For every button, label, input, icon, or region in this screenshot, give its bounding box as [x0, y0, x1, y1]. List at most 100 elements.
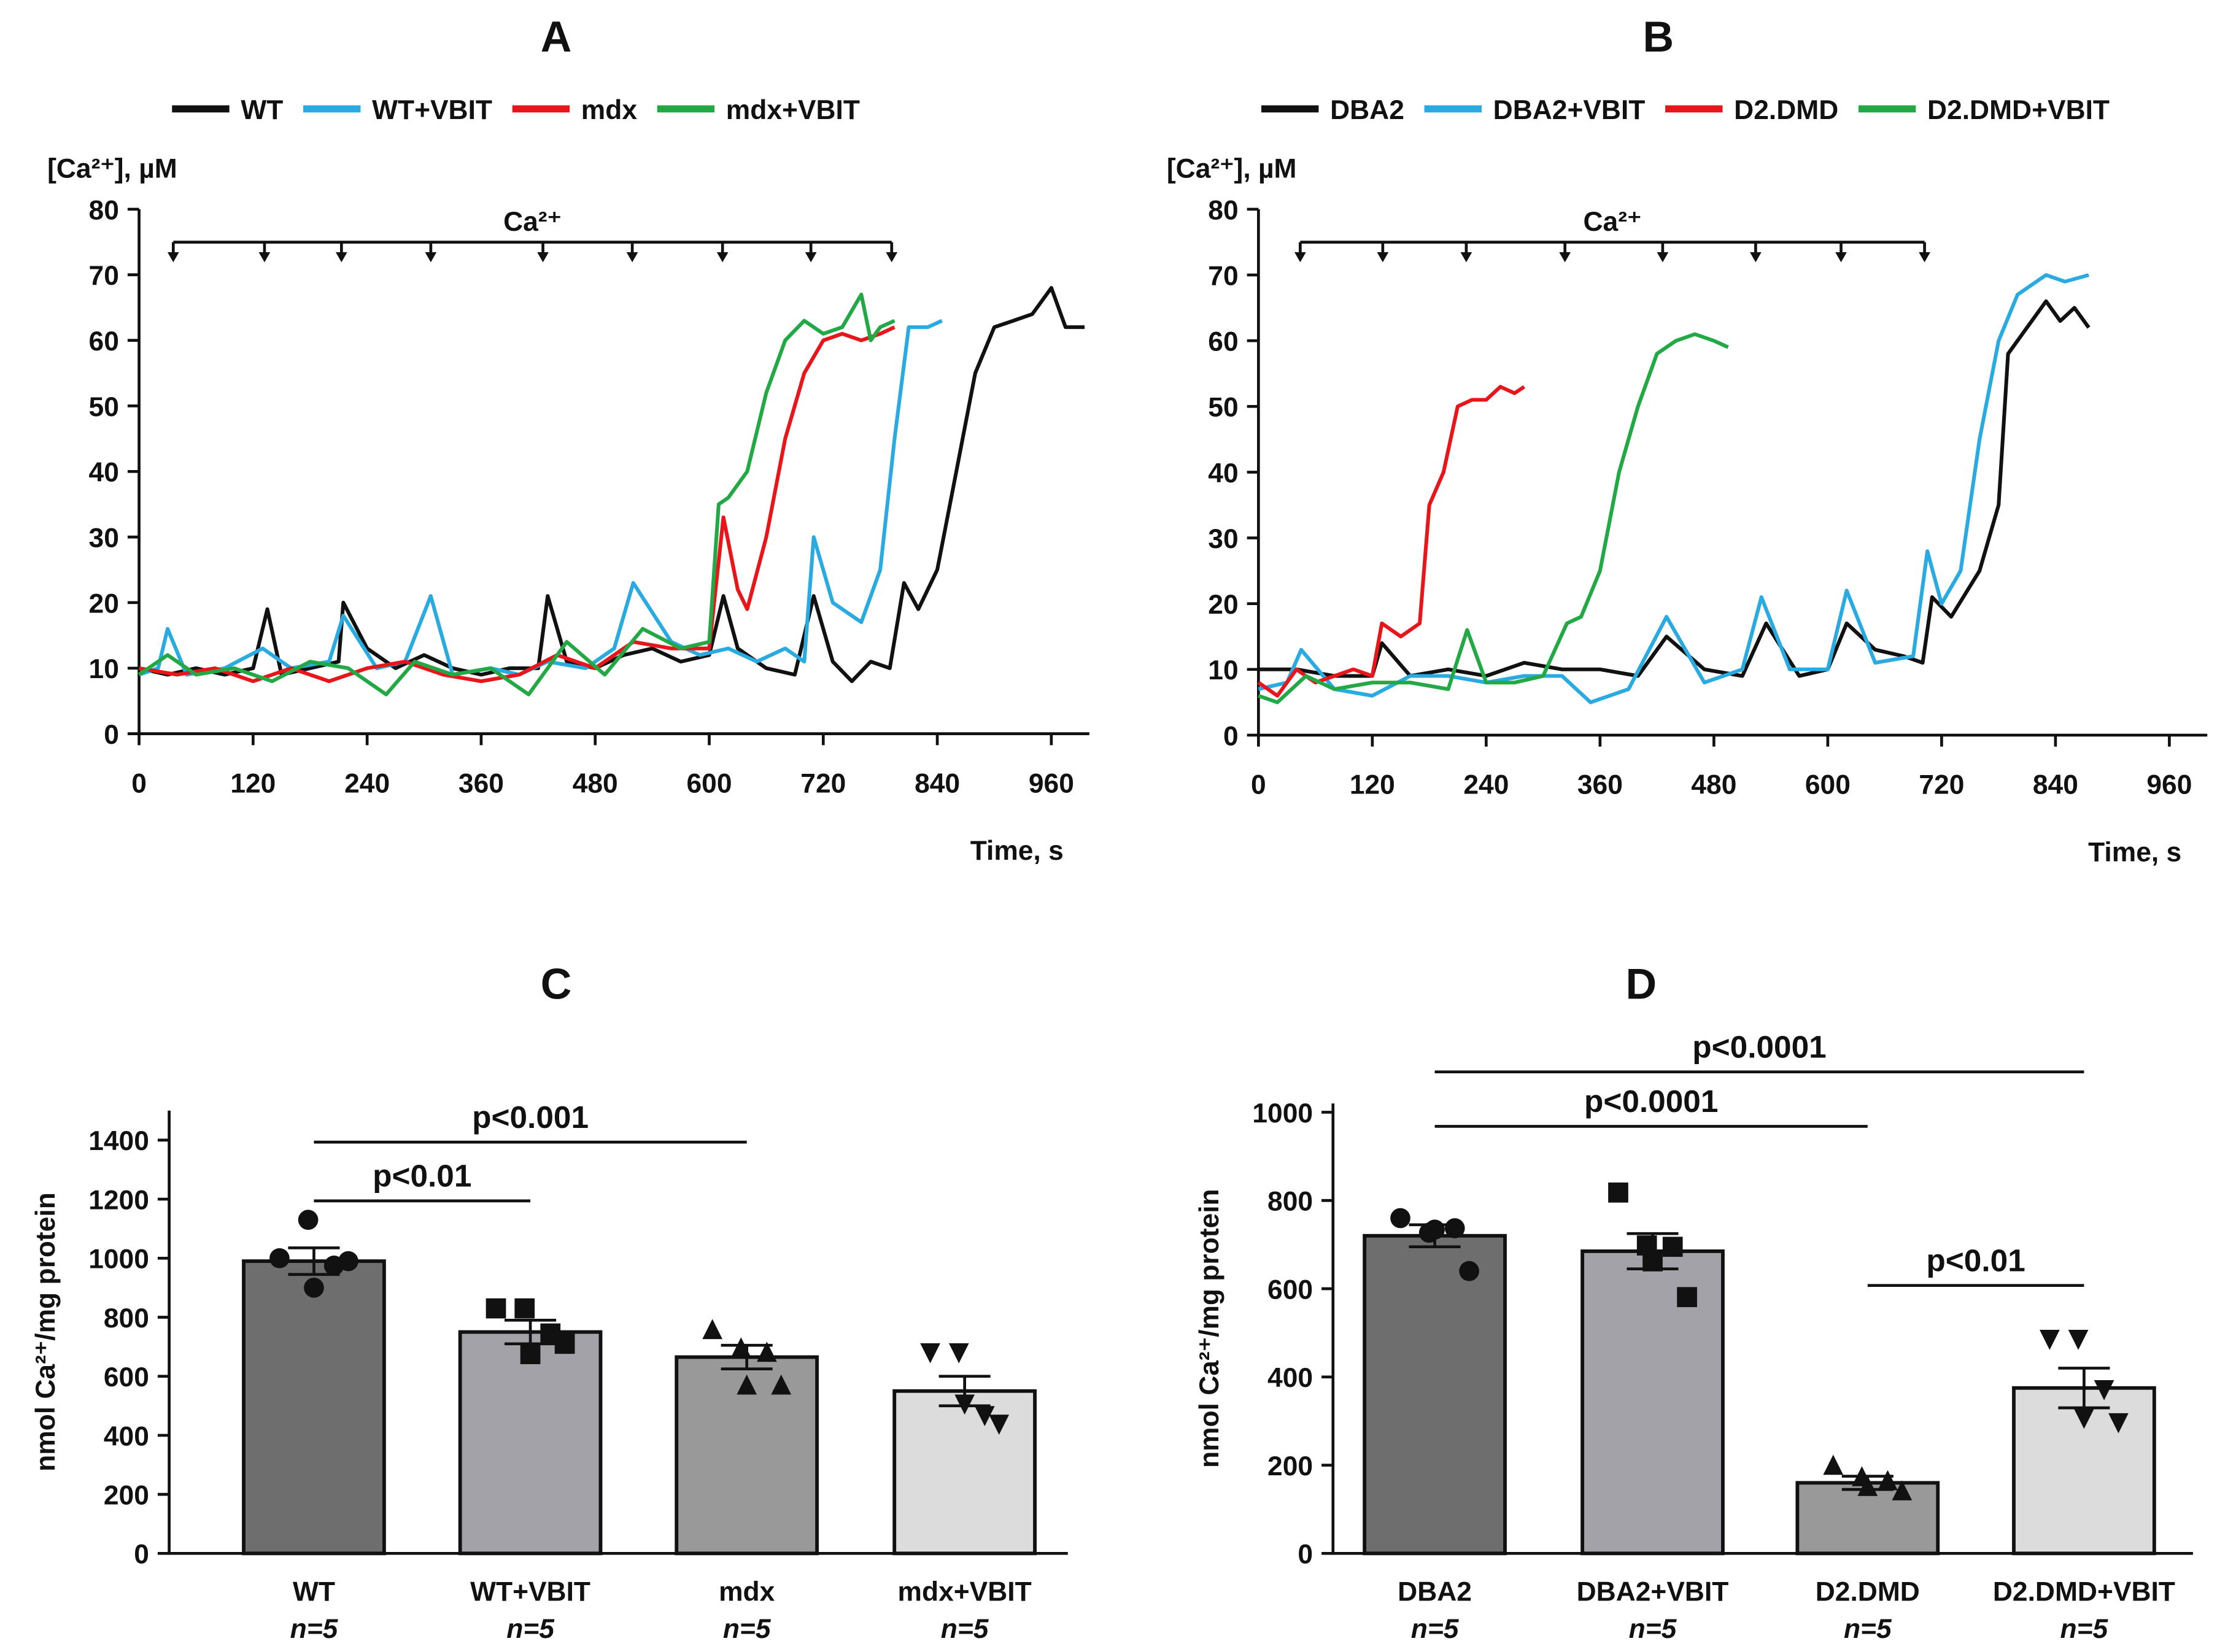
y-tick-label: 50: [89, 392, 119, 422]
data-point: [520, 1344, 541, 1364]
y-tick-label: 0: [104, 720, 119, 750]
data-point: [269, 1248, 290, 1268]
data-point: [2108, 1413, 2129, 1434]
x-tick-label: mdx: [719, 1577, 775, 1607]
significance-label: p<0.0001: [1584, 1083, 1718, 1119]
data-point: [554, 1334, 575, 1354]
y-tick-label: 70: [1208, 261, 1238, 291]
data-point: [920, 1343, 940, 1364]
y-tick-label: 200: [1267, 1451, 1313, 1481]
data-point: [1662, 1237, 1683, 1257]
addition-arrow: [1294, 252, 1306, 263]
series-line: [138, 286, 1085, 684]
x-axis-label: Time, s: [2088, 837, 2181, 867]
axes: [1257, 209, 2208, 737]
data-point: [702, 1319, 722, 1340]
legend-label: WT+VBIT: [372, 95, 492, 125]
data-point: [954, 1394, 975, 1415]
data-point: [485, 1298, 506, 1319]
y-axis-label: [Ca²⁺], µM: [1167, 154, 1297, 184]
x-tick-sublabel: n=5: [1411, 1614, 1460, 1644]
x-tick-label: mdx+VBIT: [898, 1577, 1032, 1607]
y-tick-label: 800: [1267, 1187, 1313, 1217]
data-point: [1459, 1260, 1479, 1281]
data-point: [1878, 1470, 1898, 1491]
x-tick-sublabel: n=5: [1629, 1614, 1677, 1644]
x-tick-label: 720: [800, 768, 846, 798]
error-bar: [505, 1318, 557, 1346]
significance-label: p<0.01: [373, 1158, 471, 1194]
series-line: [1258, 299, 2091, 678]
addition-arrow: [805, 252, 817, 263]
addition-arrow: [258, 252, 271, 263]
x-tick-sublabel: n=5: [290, 1614, 339, 1644]
data-point: [948, 1343, 969, 1364]
y-tick-label: 20: [89, 589, 119, 619]
y-axis-label: [Ca²⁺], µM: [47, 154, 177, 184]
x-tick-label: 0: [131, 768, 147, 798]
y-tick-label: 30: [89, 523, 119, 553]
y-tick-label: 600: [1267, 1275, 1313, 1305]
data-point: [757, 1341, 777, 1362]
data-point: [1677, 1287, 1697, 1308]
data-point: [2068, 1330, 2089, 1350]
panel-title: B: [1643, 13, 1674, 61]
y-tick-label: 80: [89, 195, 119, 225]
data-point: [2074, 1408, 2094, 1429]
x-tick-label: 600: [1805, 770, 1851, 800]
bar: [892, 1389, 1037, 1556]
data-point: [1642, 1251, 1663, 1272]
y-tick-label: 30: [1208, 524, 1238, 554]
significance-label: p<0.0001: [1692, 1029, 1826, 1064]
panel-title: A: [541, 13, 572, 61]
legend-label: mdx+VBIT: [726, 95, 860, 125]
data-point: [1444, 1218, 1465, 1238]
x-tick-sublabel: n=5: [2060, 1614, 2109, 1644]
data-point: [514, 1298, 535, 1319]
significance-label: p<0.01: [1926, 1242, 2025, 1278]
x-tick-label: 0: [1251, 770, 1266, 800]
data-point: [974, 1406, 995, 1426]
y-tick-label: 400: [1267, 1363, 1313, 1393]
addition-label: Ca²⁺: [503, 207, 562, 237]
x-tick-label: WT+VBIT: [470, 1577, 590, 1607]
y-tick-label: 1400: [88, 1126, 149, 1156]
addition-arrow: [537, 252, 549, 263]
x-tick-label: 360: [1577, 770, 1623, 800]
legend-label: WT: [241, 95, 283, 125]
addition-arrow: [1657, 252, 1669, 263]
addition-arrow: [1750, 252, 1762, 263]
data-point: [2040, 1330, 2060, 1350]
x-tick-label: D2.DMD: [1816, 1577, 1920, 1607]
addition-arrow: [1460, 252, 1472, 263]
bar: [242, 1259, 386, 1556]
y-tick-label: 40: [1208, 458, 1238, 488]
panel-title: D: [1626, 960, 1657, 1008]
series-line: [137, 292, 896, 697]
bar: [458, 1330, 603, 1556]
y-tick-label: 1000: [88, 1245, 149, 1275]
y-tick-label: 60: [89, 326, 119, 357]
x-tick-label: D2.DMD+VBIT: [1993, 1577, 2175, 1607]
y-tick-label: 200: [104, 1480, 149, 1510]
x-axis-label: Time, s: [970, 836, 1064, 866]
x-tick-label: 480: [573, 768, 618, 798]
y-tick-label: 0: [134, 1540, 149, 1570]
data-point: [298, 1210, 319, 1230]
y-tick-label: 800: [104, 1303, 149, 1334]
data-point: [737, 1374, 757, 1395]
x-tick-label: 840: [915, 768, 960, 798]
x-tick-label: 360: [458, 768, 504, 798]
legend-label: DBA2: [1330, 95, 1404, 125]
x-tick-label: 120: [230, 768, 276, 798]
data-point: [731, 1337, 751, 1357]
x-tick-label: 600: [686, 768, 732, 798]
data-point: [1425, 1219, 1445, 1240]
x-tick-label: 960: [2146, 770, 2192, 800]
x-tick-label: 120: [1350, 770, 1395, 800]
legend-label: DBA2+VBIT: [1493, 95, 1646, 125]
y-tick-label: 600: [104, 1362, 149, 1392]
data-point: [1390, 1208, 1410, 1229]
bar: [1580, 1249, 1725, 1556]
addition-arrow: [1377, 252, 1389, 263]
